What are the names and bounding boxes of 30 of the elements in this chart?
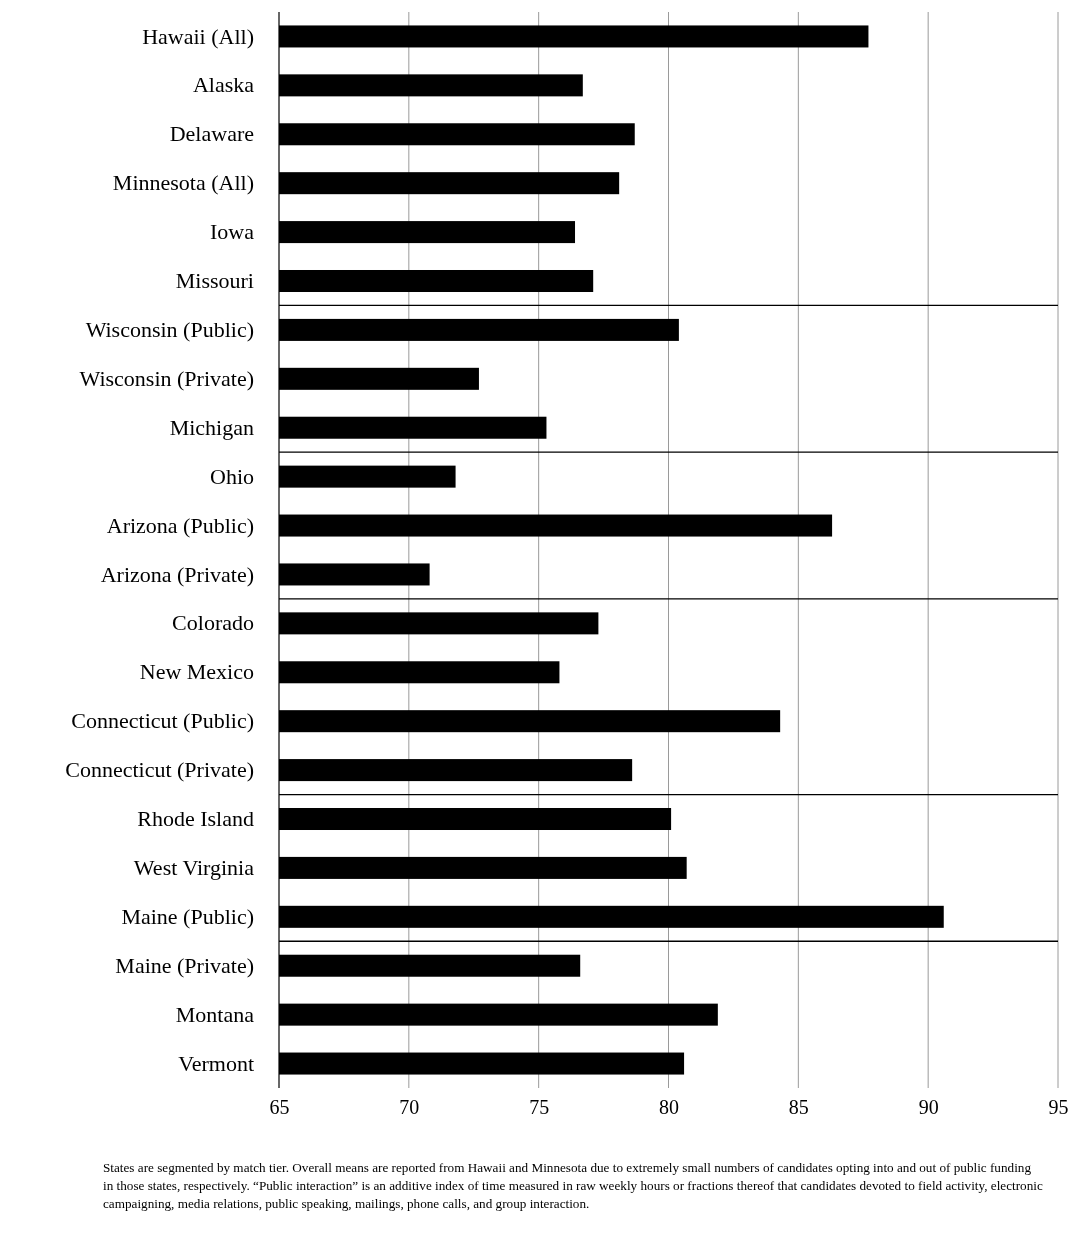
y-tick-label: Wisconsin (Private) [79, 365, 254, 391]
y-tick-label: Minnesota (All) [112, 170, 254, 196]
y-tick-label: Arizona (Public) [106, 512, 254, 538]
x-tick-label: 90 [918, 1096, 939, 1119]
y-tick-label: Wisconsin (Public) [85, 316, 254, 342]
x-tick-label: 65 [269, 1096, 290, 1119]
y-tick-label: Connecticut (Private) [65, 757, 254, 783]
y-tick-label: Maine (Private) [115, 952, 254, 978]
y-tick-label: Montana [175, 1001, 255, 1027]
x-tick-label: 70 [399, 1096, 420, 1119]
y-tick-label: Colorado [172, 610, 254, 636]
y-tick-label: Michigan [169, 414, 254, 440]
y-tick-label: Hawaii (All) [142, 23, 254, 49]
x-tick-label: 75 [529, 1096, 550, 1119]
y-tick-label: Missouri [175, 268, 254, 294]
y-tick-label: New Mexico [139, 659, 254, 685]
y-tick-label: Alaska [192, 72, 255, 98]
y-tick-label: West Virginia [133, 854, 255, 880]
y-tick-label: Connecticut (Public) [71, 708, 254, 734]
y-tick-label: Iowa [210, 219, 255, 245]
text: States are segmented by match tier. Overall means are reported from Hawaii and Minnesota due to extremely small numbers of candidates opting into and out of public funding in those states, respectively. “Public interaction” is an additive index of time measured in raw weekly hours or fractions thereof that candidates devoted to field activity, electronic campaigning, media relations, public speaking, mailings, phone calls, and group interaction. [103, 1160, 1043, 1211]
y-tick-label: Arizona (Private) [100, 561, 254, 587]
x-tick-label: 80 [659, 1096, 679, 1119]
x-tick-label: 85 [788, 1096, 809, 1119]
y-tick-label: Ohio [210, 463, 254, 489]
y-tick-label: Delaware [169, 121, 254, 147]
y-tick-label: Vermont [178, 1050, 254, 1076]
x-tick-label: 95 [1048, 1096, 1069, 1119]
y-tick-label: Maine (Public) [121, 903, 254, 929]
y-tick-label: Rhode Island [137, 806, 254, 832]
